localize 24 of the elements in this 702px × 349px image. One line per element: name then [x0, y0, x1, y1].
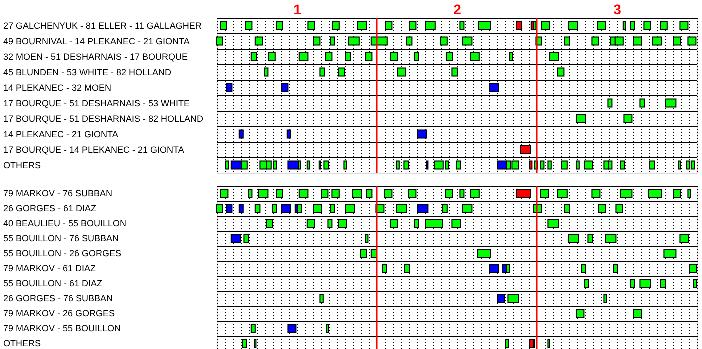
x-tick-label: 3	[614, 2, 622, 18]
y-tick-label: 79 MARKOV - 55 BOUILLON	[4, 324, 122, 334]
y-tick-label: 26 GORGES - 61 DIAZ	[4, 204, 98, 214]
y-tick-label: OTHERS	[4, 160, 42, 170]
y-tick-label: 79 MARKOV - 76 SUBBAN	[4, 188, 113, 198]
y-tick-label: 55 BOUILLON - 61 DIAZ	[4, 278, 104, 288]
y-tick-label: 79 MARKOV - 61 DIAZ	[4, 264, 97, 274]
x-tick-label: 1	[294, 2, 302, 18]
y-tick-label: 32 MOEN - 51 DESHARNAIS - 17 BOURQUE	[4, 52, 188, 62]
y-tick-label: 14 PLEKANEC - 21 GIONTA	[4, 129, 118, 140]
y-tick-label: 26 GORGES - 76 SUBBAN	[4, 294, 114, 304]
y-tick-label: 55 BOUILLON - 76 SUBBAN	[4, 234, 120, 244]
y-tick-label: 17 BOURQUE - 14 PLEKANEC - 21 GIONTA	[4, 144, 184, 155]
y-tick-label: 49 BOURNIVAL - 14 PLEKANEC - 21 GIONTA	[4, 36, 190, 46]
y-tick-label: OTHERS	[4, 338, 42, 348]
x-tick-label: 2	[454, 2, 462, 18]
y-tick-label: 17 BOURQUE - 51 DESHARNAIS - 53 WHITE	[4, 98, 190, 108]
y-tick-label: 14 PLEKANEC - 32 MOEN	[4, 82, 112, 93]
y-tick-label: 45 BLUNDEN - 53 WHITE - 82 HOLLAND	[4, 67, 172, 78]
y-tick-label: 55 BOUILLON - 26 GORGES	[4, 248, 122, 258]
y-tick-label: 40 BEAULIEU - 55 BOUILLON	[4, 218, 127, 228]
y-tick-label: 17 BOURQUE - 51 DESHARNAIS - 82 HOLLAND	[4, 114, 204, 124]
y-tick-label: 79 MARKOV - 26 GORGES	[4, 308, 116, 318]
y-tick-label: 27 GALCHENYUK - 81 ELLER - 11 GALLAGHER	[4, 20, 202, 31]
